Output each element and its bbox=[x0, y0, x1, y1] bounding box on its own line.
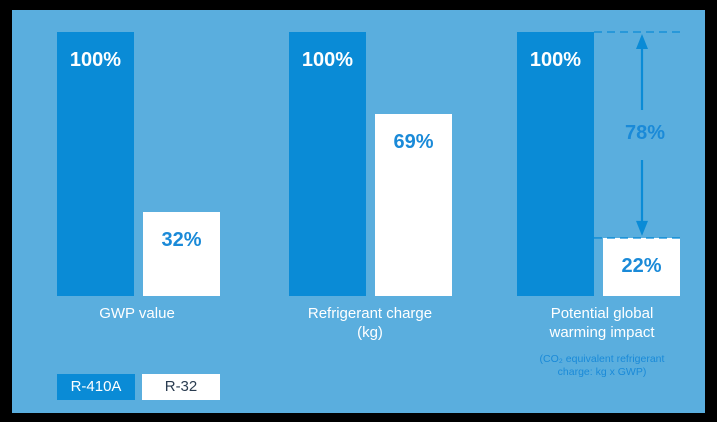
difference-overlay bbox=[594, 31, 684, 239]
legend-r32: R-32 bbox=[142, 374, 220, 400]
legend-r410a: R-410A bbox=[57, 374, 135, 400]
category-label-gwp: GWP value bbox=[99, 305, 175, 322]
bar-r32-2 bbox=[603, 237, 680, 296]
bar-value-label-r410a-2: 100% bbox=[529, 49, 582, 71]
category-label-charge: Refrigerant charge (kg) bbox=[307, 305, 433, 341]
category-label-impact: Potential global warming impact bbox=[549, 305, 655, 341]
arrow-head-down bbox=[636, 220, 648, 236]
bar-value-label-r32-1: 69% bbox=[393, 130, 434, 153]
bar-r32-1 bbox=[375, 113, 452, 296]
bar-r410a-2 bbox=[517, 32, 594, 296]
bar-r410a-1 bbox=[289, 32, 366, 296]
bar-r32-0 bbox=[143, 211, 220, 296]
bar-value-label-r32-0: 32% bbox=[161, 228, 202, 251]
difference-label: 78% bbox=[624, 122, 666, 144]
bar-value-label-r410a-1: 100% bbox=[301, 49, 354, 71]
bar-value-label-r32-2: 22% bbox=[621, 254, 662, 277]
impact-note: (CO₂ equivalent refrigerant charge: kg x… bbox=[539, 353, 665, 378]
bar-r410a-0 bbox=[57, 32, 134, 296]
arrow-head-up bbox=[636, 34, 648, 49]
bar-value-label-r410a-0: 100% bbox=[69, 49, 122, 71]
chart-panel: 78% GWP value Refrigerant charge (kg) Po… bbox=[12, 10, 705, 413]
